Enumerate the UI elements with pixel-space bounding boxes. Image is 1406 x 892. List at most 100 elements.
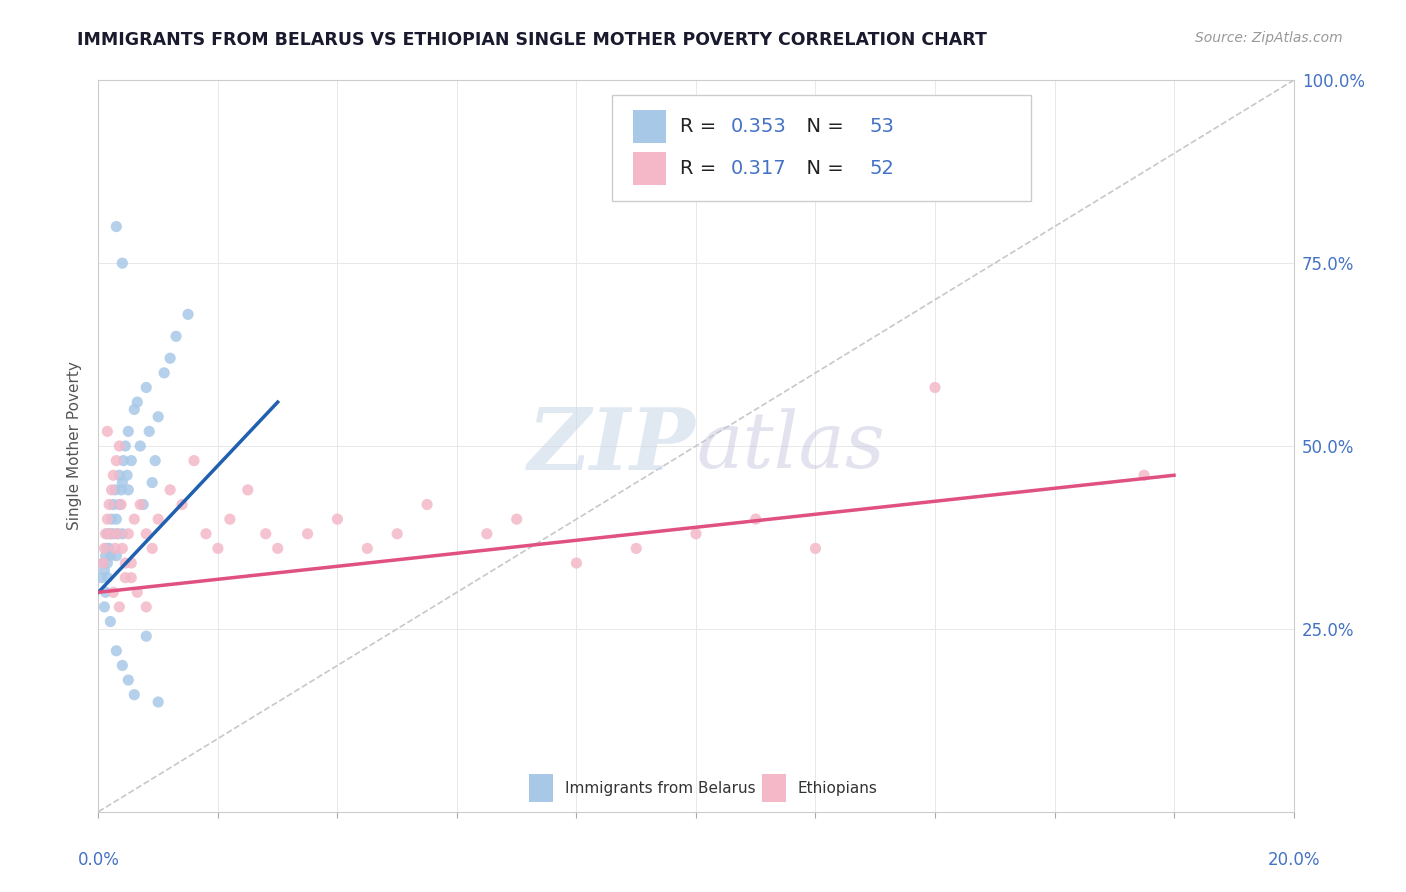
- Point: [924, 380, 946, 394]
- Text: ZIP: ZIP: [529, 404, 696, 488]
- Point: [105, 219, 128, 234]
- Point: [297, 526, 319, 541]
- Point: [148, 512, 170, 526]
- Point: [117, 673, 139, 687]
- Text: 0.353: 0.353: [731, 117, 786, 136]
- Point: [141, 475, 163, 490]
- Point: [108, 498, 131, 512]
- Point: [135, 526, 157, 541]
- Point: [236, 483, 259, 497]
- Point: [91, 556, 114, 570]
- Point: [685, 526, 707, 541]
- FancyBboxPatch shape: [529, 774, 553, 802]
- Text: 20.0%: 20.0%: [1267, 851, 1320, 869]
- Point: [111, 256, 134, 270]
- Point: [104, 541, 127, 556]
- Text: 53: 53: [869, 117, 894, 136]
- Point: [103, 468, 125, 483]
- FancyBboxPatch shape: [613, 95, 1031, 201]
- FancyBboxPatch shape: [762, 774, 786, 802]
- Point: [267, 541, 290, 556]
- Point: [105, 549, 128, 563]
- Point: [129, 498, 152, 512]
- Point: [120, 556, 142, 570]
- Point: [108, 439, 131, 453]
- Point: [1133, 468, 1156, 483]
- Point: [132, 498, 155, 512]
- Text: Immigrants from Belarus: Immigrants from Belarus: [565, 780, 755, 796]
- Text: 52: 52: [869, 159, 894, 178]
- Point: [129, 439, 152, 453]
- Text: 0.0%: 0.0%: [77, 851, 120, 869]
- Point: [108, 599, 131, 614]
- Point: [385, 526, 409, 541]
- Point: [120, 453, 142, 467]
- Point: [135, 629, 157, 643]
- Point: [114, 439, 136, 453]
- Point: [626, 541, 648, 556]
- Point: [98, 498, 121, 512]
- Point: [110, 498, 132, 512]
- Point: [153, 366, 176, 380]
- Point: [143, 453, 166, 467]
- Point: [745, 512, 768, 526]
- Point: [172, 498, 194, 512]
- Point: [90, 571, 112, 585]
- Point: [114, 571, 136, 585]
- Point: [105, 512, 128, 526]
- Point: [159, 351, 181, 366]
- Point: [96, 541, 118, 556]
- Point: [94, 526, 117, 541]
- Point: [94, 585, 117, 599]
- Point: [138, 425, 160, 439]
- Point: [254, 526, 277, 541]
- Point: [506, 512, 529, 526]
- Point: [804, 541, 827, 556]
- Point: [98, 526, 122, 541]
- Point: [115, 468, 138, 483]
- Point: [105, 644, 128, 658]
- Point: [107, 526, 129, 541]
- Point: [93, 563, 115, 577]
- Point: [565, 556, 588, 570]
- Point: [326, 512, 349, 526]
- Point: [165, 329, 187, 343]
- Point: [159, 483, 181, 497]
- Point: [183, 453, 205, 467]
- Point: [98, 549, 122, 563]
- Point: [108, 468, 131, 483]
- Point: [107, 526, 129, 541]
- Point: [124, 688, 146, 702]
- Point: [195, 526, 218, 541]
- Point: [98, 541, 121, 556]
- Point: [93, 599, 115, 614]
- Point: [110, 483, 132, 497]
- Text: Ethiopians: Ethiopians: [797, 780, 877, 796]
- Point: [100, 483, 122, 497]
- Point: [124, 402, 146, 417]
- Text: 0.317: 0.317: [731, 159, 786, 178]
- Point: [117, 425, 139, 439]
- Point: [105, 453, 128, 467]
- Point: [96, 425, 118, 439]
- Text: R =: R =: [681, 117, 723, 136]
- Point: [111, 526, 134, 541]
- Text: N =: N =: [794, 159, 851, 178]
- Point: [103, 526, 125, 541]
- Point: [141, 541, 163, 556]
- Y-axis label: Single Mother Poverty: Single Mother Poverty: [67, 361, 83, 531]
- Point: [98, 615, 122, 629]
- Text: R =: R =: [681, 159, 723, 178]
- Point: [356, 541, 378, 556]
- Point: [96, 571, 118, 585]
- Point: [114, 556, 136, 570]
- Point: [127, 395, 149, 409]
- Point: [103, 585, 125, 599]
- Text: IMMIGRANTS FROM BELARUS VS ETHIOPIAN SINGLE MOTHER POVERTY CORRELATION CHART: IMMIGRANTS FROM BELARUS VS ETHIOPIAN SIN…: [77, 31, 987, 49]
- Point: [100, 512, 122, 526]
- Point: [120, 571, 142, 585]
- Point: [177, 307, 200, 321]
- FancyBboxPatch shape: [633, 152, 666, 185]
- Point: [127, 585, 149, 599]
- FancyBboxPatch shape: [633, 110, 666, 143]
